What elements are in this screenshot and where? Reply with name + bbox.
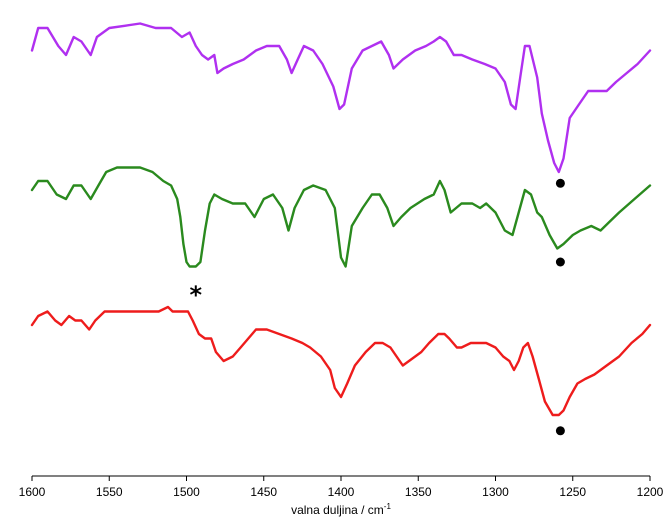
x-tick-label: 1200 (637, 485, 664, 499)
series-line-2 (30, 166, 652, 268)
x-tick-label: 1450 (250, 485, 277, 499)
marker-dot-3 (555, 426, 565, 436)
series-line-3 (30, 305, 652, 417)
x-tick-label: 1600 (19, 485, 46, 499)
x-tick-label: 1250 (559, 485, 586, 499)
x-tick-label: 1300 (482, 485, 509, 499)
x-tick-layer: 1600 1550 1500 1450 1400 1350 1300 1250 1200 (19, 476, 664, 499)
x-tick-label: 1400 (328, 485, 355, 499)
x-tick-label: 1550 (96, 485, 123, 499)
x-tick-label: 1500 (173, 485, 200, 499)
marker-dot-1 (555, 178, 565, 188)
asterisk-annotation: * (190, 281, 203, 309)
x-axis-label: valna duljina / cm-1 (291, 502, 391, 517)
marker-dot-2 (555, 257, 565, 267)
series-layer (30, 22, 652, 417)
series-line-1 (30, 22, 652, 174)
annotation-layer: * (190, 178, 565, 436)
x-tick-label: 1350 (405, 485, 432, 499)
